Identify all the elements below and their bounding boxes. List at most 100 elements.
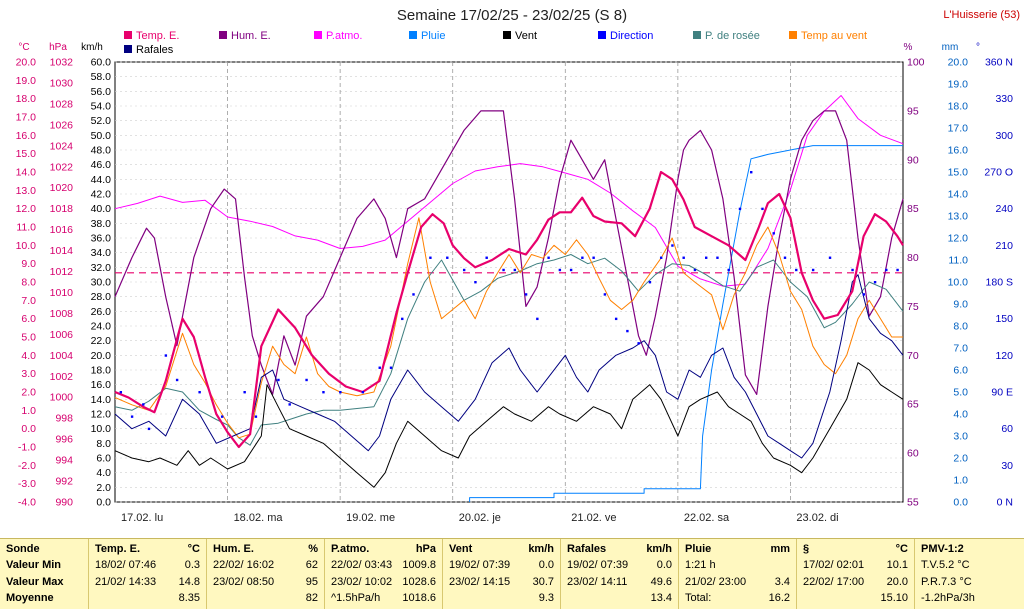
- tick-wind: 56.0: [91, 86, 112, 98]
- direction-point: [378, 366, 381, 369]
- direction-point: [175, 378, 179, 382]
- direction-point: [738, 207, 742, 211]
- tick-pressure: 1004: [50, 350, 74, 362]
- tick-wind: 42.0: [91, 189, 112, 201]
- direction-point: [130, 415, 134, 418]
- direction-point: [705, 256, 708, 259]
- tick-wind: 34.0: [91, 247, 112, 259]
- tick-pressure: 1020: [50, 182, 74, 194]
- tick-rain: 9.0: [953, 299, 968, 311]
- tick-celsius: -2.0: [18, 460, 36, 472]
- dew-min-when: 17/02/ 02:01: [803, 559, 865, 571]
- tick-wind: 12.0: [91, 409, 112, 421]
- tick-celsius: 8.0: [21, 277, 36, 289]
- legend-label: P.atmo.: [326, 30, 363, 42]
- tick-rain: 11.0: [948, 255, 968, 267]
- station-name: L'Huisserie (53): [943, 9, 1020, 21]
- tick-celsius: 13.0: [16, 185, 37, 197]
- stats-gusts: Rafales km/h 19/02/ 07:39 0.0 23/02/ 14:11…: [560, 539, 678, 609]
- tick-wind: 40.0: [91, 203, 112, 215]
- stats-temp-unit: °C: [187, 543, 200, 555]
- tick-pressure: 992: [55, 476, 73, 488]
- tick-celsius: 0.0: [21, 423, 36, 435]
- dew-min-value: 10.1: [886, 559, 908, 571]
- tick-celsius: 2.0: [21, 387, 36, 399]
- tick-pressure: 1010: [50, 287, 74, 299]
- stats-wind-title: Vent: [449, 543, 473, 555]
- direction-point: [637, 342, 640, 345]
- gust-max-when: 23/02/ 14:11: [567, 576, 628, 588]
- legend-swatch: [124, 45, 132, 53]
- tick-humidity: 90: [907, 154, 919, 166]
- tick-wind: 38.0: [91, 218, 112, 230]
- unit-percent: %: [904, 42, 913, 53]
- direction-point: [873, 281, 877, 284]
- direction-point: [164, 354, 168, 357]
- weather-chart: 20.0 19.0 18.0 17.0 16.0 15.0 14.0 13.0 12.0 11.0…: [16, 7, 1020, 524]
- x-tick-label: 22.02. sa: [684, 512, 730, 524]
- tick-pressure: 1024: [50, 140, 74, 152]
- gust-avg-value: 13.4: [650, 592, 672, 604]
- tick-wind: 0.0: [96, 497, 111, 509]
- tick-rain: 16.0: [948, 145, 969, 157]
- direction-point: [659, 256, 663, 259]
- rain-total-label: Total:: [685, 592, 712, 604]
- direction-point: [648, 281, 652, 284]
- direction-point: [513, 268, 517, 272]
- direction-point: [603, 293, 607, 296]
- dew-max-value: 20.0: [886, 576, 908, 588]
- stats-gust-title: Rafales: [567, 543, 607, 555]
- tick-rain: 0.0: [953, 497, 968, 509]
- wind-max-when: 23/02/ 14:15: [449, 576, 511, 588]
- x-tick-label: 21.02. ve: [571, 512, 616, 524]
- tick-rain: 7.0: [953, 343, 968, 355]
- tick-wind: 20.0: [91, 350, 112, 362]
- series-pluie: [469, 145, 903, 502]
- direction-point: [339, 391, 342, 394]
- wind-max-value: 30.7: [532, 576, 554, 588]
- tick-rain: 2.0: [953, 453, 968, 465]
- tick-direction: 0 N: [997, 497, 1013, 509]
- direction-point: [547, 256, 550, 259]
- stats-hum-title: Hum. E.: [213, 543, 254, 555]
- tick-wind: 24.0: [91, 321, 112, 333]
- tick-rain: 4.0: [953, 409, 968, 421]
- tick-pressure: 1012: [50, 266, 74, 278]
- direction-point: [305, 378, 308, 382]
- x-tick-label: 18.02. ma: [234, 512, 284, 524]
- tick-direction: 90 E: [991, 387, 1013, 399]
- tick-wind: 52.0: [91, 115, 112, 127]
- direction-point: [288, 403, 291, 406]
- direction-point: [401, 317, 404, 321]
- tick-celsius: 10.0: [16, 240, 37, 252]
- direction-point: [569, 268, 573, 272]
- tick-wind: 48.0: [91, 145, 112, 157]
- stats-rain-unit: mm: [770, 543, 790, 555]
- tick-celsius: 18.0: [16, 93, 37, 105]
- legend-swatch: [693, 31, 701, 39]
- direction-point: [485, 256, 488, 259]
- x-tick-label: 19.02. me: [346, 512, 395, 524]
- tick-pressure: 996: [55, 434, 73, 446]
- stats-press-unit: hPa: [415, 543, 436, 555]
- temp-max-when: 21/02/ 14:33: [95, 576, 157, 588]
- tick-rain: 5.0: [953, 387, 968, 399]
- tick-humidity: 80: [907, 252, 919, 264]
- tick-celsius: 17.0: [16, 112, 37, 124]
- tick-wind: 44.0: [91, 174, 112, 186]
- tick-celsius: 14.0: [16, 167, 37, 179]
- stats-press-title: P.atmo.: [331, 543, 370, 555]
- stats-wind: Vent km/h 19/02/ 07:39 0.0 23/02/ 14:15 30.…: [442, 539, 560, 609]
- series-hum-e: [114, 110, 904, 395]
- direction-point: [277, 378, 280, 382]
- pmv-line-1: T.V.5.2 °C: [921, 559, 970, 571]
- press-min-value: 1009.8: [402, 559, 436, 571]
- tick-celsius: 4.0: [21, 350, 36, 362]
- direction-point: [198, 391, 201, 394]
- tick-pressure: 1008: [50, 308, 74, 320]
- legend-label: Direction: [610, 30, 653, 42]
- tick-wind: 6.0: [96, 453, 111, 465]
- direction-point: [462, 268, 466, 272]
- legend-swatch: [124, 31, 132, 39]
- direction-point: [429, 256, 432, 259]
